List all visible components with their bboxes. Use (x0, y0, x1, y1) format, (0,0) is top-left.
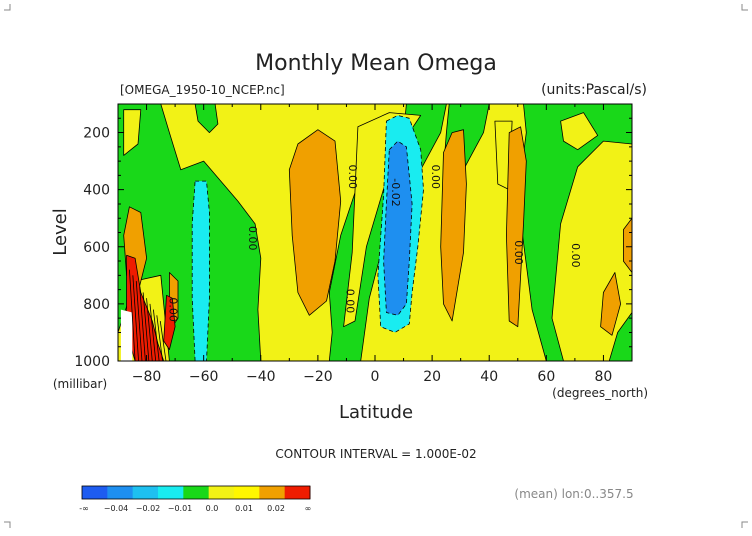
y-tick-label: 800 (83, 297, 110, 313)
contour-fills (117, 103, 633, 362)
colorbar-tick-label: −0.02 (136, 504, 161, 513)
colorbar-swatch (259, 486, 286, 499)
colorbar-swatch (132, 486, 159, 499)
y-tick-label: 600 (83, 240, 110, 256)
contour-region-cyan (191, 180, 210, 362)
colorbar-swatch (158, 486, 184, 499)
contour-region-blue (383, 140, 413, 316)
y-axis-label: Level (50, 208, 71, 256)
colorbar-swatch (107, 486, 134, 499)
contour-label: 0.00 (569, 243, 582, 268)
x-tick-label: 60 (537, 369, 555, 385)
tick-marks (117, 103, 633, 362)
colorbar-tick-label: 0.02 (267, 504, 285, 513)
contour-label: 0.00 (512, 240, 525, 265)
colorbar-tick-label: 0.01 (235, 504, 253, 513)
x-units-label: (degrees_north) (552, 386, 648, 400)
contour-interval-text: CONTOUR INTERVAL = 1.000E-02 (275, 447, 476, 461)
colorbar (81, 485, 311, 500)
chart-title: Monthly Mean Omega (255, 51, 497, 76)
hatch-line (156, 315, 163, 362)
colorbar-swatch (284, 486, 311, 499)
contour-region-yellow (343, 112, 422, 328)
colorbar-tick-label: −0.01 (168, 504, 193, 513)
contour-label: 0.00 (346, 165, 359, 190)
x-tick-label: −80 (132, 369, 162, 385)
y-tick-label: 200 (83, 126, 110, 142)
colorbar-tick-label: −0.04 (104, 504, 129, 513)
hatch-line (132, 275, 139, 362)
crop-marks (4, 4, 748, 528)
hatch-line (146, 298, 153, 362)
contour-region-orange (505, 126, 527, 328)
source-label: [OMEGA_1950-10_NCEP.nc] (120, 83, 285, 97)
contour-region-red (163, 294, 176, 351)
contour-label: 0.00 (166, 297, 179, 322)
contour-labels: 0.00 0.00 -0.02 0.00 0.00 0.00 0.00 0.00 (166, 165, 582, 322)
y-tick-labels: 200 400 600 800 1000 (74, 126, 110, 370)
hatch-line (159, 320, 167, 362)
colorbar-swatch (208, 486, 235, 499)
x-tick-label: 0 (371, 369, 380, 385)
contour-label: 0.00 (429, 165, 442, 190)
colorbar-swatch (234, 486, 260, 499)
colorbar-frame (81, 485, 311, 500)
units-label: (units:Pascal/s) (541, 82, 647, 98)
x-tick-label: −20 (303, 369, 333, 385)
contour-region-orange (600, 272, 621, 336)
contour-region-orange (288, 129, 342, 316)
y-units-label: (millibar) (53, 377, 107, 391)
x-tick-label: 80 (595, 369, 613, 385)
red-zone-hatching (129, 269, 167, 362)
x-tick-label: 40 (480, 369, 498, 385)
colorbar-tick-label: ∞ (305, 504, 312, 513)
hatch-line (149, 303, 157, 362)
hatch-line (142, 292, 150, 362)
contour-label: -0.02 (389, 178, 402, 206)
y-tick-label: 1000 (74, 354, 110, 370)
colorbar-swatch (183, 486, 210, 499)
colorbar-tick-label: 0.0 (206, 504, 219, 513)
contour-region-orange (440, 129, 467, 322)
contour-region-white (120, 309, 133, 361)
axis-ticks (117, 103, 633, 362)
x-tick-label: 20 (423, 369, 441, 385)
contour-label: 0.00 (246, 226, 259, 251)
contour-label: 0.00 (343, 289, 356, 314)
colorbar-labels: -∞ −0.04 −0.02 −0.01 0.0 0.01 0.02 ∞ (79, 504, 311, 513)
y-tick-label: 400 (83, 183, 110, 199)
footer-note: (mean) lon:0..357.5 (514, 487, 633, 501)
x-tick-label: −60 (189, 369, 219, 385)
hatch-line (139, 286, 146, 362)
x-tick-labels: −80 −60 −40 −20 0 20 40 60 80 (132, 369, 613, 385)
x-tick-label: −40 (246, 369, 276, 385)
hatch-line (153, 309, 160, 362)
colorbar-tick-label: -∞ (79, 504, 89, 513)
x-axis-label: Latitude (339, 402, 413, 423)
plot-area: 0.00 0.00 -0.02 0.00 0.00 0.00 0.00 0.00 (117, 103, 633, 362)
colorbar-swatch (82, 486, 108, 499)
contour-region-yellow (123, 109, 142, 156)
hatch-line (135, 281, 143, 362)
hatch-line (129, 269, 136, 362)
contour-region-yellow (560, 112, 599, 151)
